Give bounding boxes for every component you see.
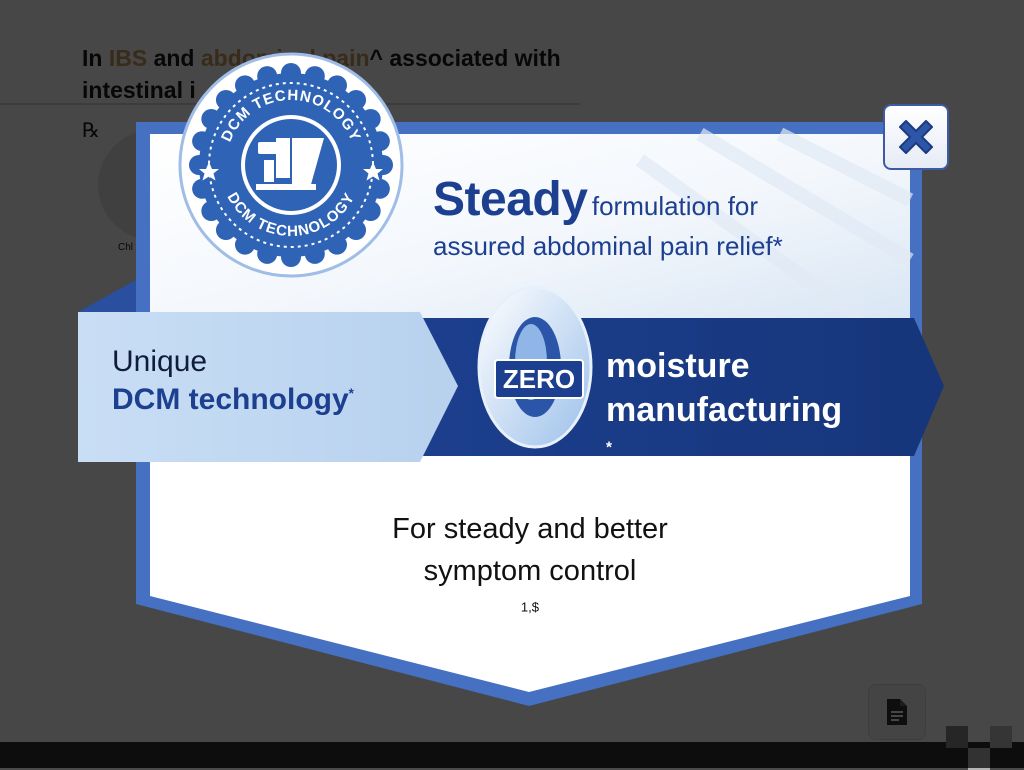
seal-scallop xyxy=(201,201,222,221)
seal-scallop xyxy=(235,75,255,96)
seal-scallop xyxy=(281,247,301,267)
bottom-line1: For steady and better xyxy=(392,513,668,545)
seal-scallop xyxy=(327,75,347,96)
footnote-mark: * xyxy=(606,439,612,457)
seal-scallop xyxy=(360,109,381,129)
zero-label: ZERO xyxy=(494,359,584,399)
bottom-line2: symptom control 1,$ xyxy=(423,555,637,615)
seal-scallop xyxy=(257,66,278,87)
seal-scallop xyxy=(201,109,222,129)
seal-scallop xyxy=(346,89,367,110)
seal-scallop xyxy=(369,178,390,199)
close-x-icon xyxy=(899,120,933,154)
footnote-mark: * xyxy=(348,386,354,401)
seal-scallop xyxy=(257,243,278,264)
headline-rest: formulation for xyxy=(591,191,759,221)
banner-left-line1: Unique xyxy=(112,345,208,378)
headline-steady: Steady xyxy=(433,173,588,226)
seal-scallop xyxy=(215,220,236,241)
seal-scallop xyxy=(360,201,381,221)
seal-scallop xyxy=(235,234,255,255)
dcm-technology-seal: DCM TECHNOLOGY DCM TECHNOLOGY xyxy=(178,52,404,278)
seal-scallop xyxy=(281,63,301,83)
banner-right-line2: manufacturing * xyxy=(606,391,843,457)
seal-scallop xyxy=(346,220,367,241)
close-button[interactable] xyxy=(883,104,949,170)
seal-scallop xyxy=(192,131,213,152)
capsule-machine-icon xyxy=(256,138,324,190)
modal-headline: Steady formulation for assured abdominal… xyxy=(433,172,903,262)
banner-right: moisture manufacturing * xyxy=(606,344,946,476)
banner-left: Unique DCM technology* xyxy=(112,343,432,419)
footnote-mark: 1,$ xyxy=(520,599,540,615)
seal-scallop xyxy=(215,89,236,110)
star-icon xyxy=(199,162,383,181)
seal-scallop xyxy=(192,178,213,199)
seal-scallop xyxy=(327,234,347,255)
headline-line2: assured abdominal pain relief* xyxy=(433,231,783,261)
seal-scallop xyxy=(369,131,390,152)
banner-right-line1: moisture xyxy=(606,347,750,385)
banner-left-line2: DCM technology* xyxy=(112,383,354,416)
bottom-claim: For steady and better symptom control 1,$ xyxy=(300,508,760,634)
seal-scallop xyxy=(304,66,325,87)
seal-scallop xyxy=(304,243,325,264)
